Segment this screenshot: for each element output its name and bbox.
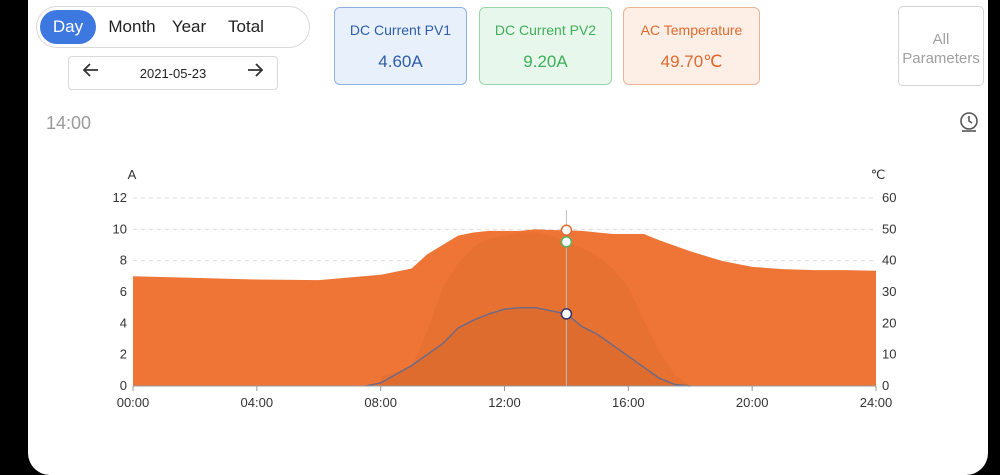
tab-day[interactable]: Day xyxy=(40,10,96,44)
arrow-right-icon[interactable] xyxy=(241,60,269,86)
date-navigator: 2021-05-23 xyxy=(68,56,278,90)
pv1-area xyxy=(365,307,691,386)
card-value: 4.60A xyxy=(378,52,423,71)
y-left-tick-label: 2 xyxy=(120,347,127,362)
y-right-axis-label: ℃ xyxy=(871,167,886,182)
chart[interactable]: 0 2 4 6 8 10 12 0 10 20 30 40 50 60 A ℃ 00:00 04:00 08:00 1… xyxy=(28,160,988,420)
card-dc-current-pv1[interactable]: DC Current PV1 4.60A xyxy=(334,7,467,85)
y-right-tick-label: 30 xyxy=(882,284,896,299)
card-label: AC Temperature xyxy=(640,22,743,38)
y-left-tick-label: 6 xyxy=(120,284,127,299)
card-dc-current-pv2[interactable]: DC Current PV2 9.20A xyxy=(479,7,612,85)
y-left-tick-label: 12 xyxy=(113,190,127,205)
period-selector: Day Month Year Total xyxy=(36,6,310,48)
card-value: 9.20A xyxy=(523,52,568,71)
card-label: DC Current PV2 xyxy=(494,22,597,38)
x-tick-label: 00:00 xyxy=(117,395,150,410)
current-date[interactable]: 2021-05-23 xyxy=(139,66,207,81)
y-right-tick-label: 40 xyxy=(882,253,896,268)
all-parameters-label-line2: Parameters xyxy=(902,50,980,67)
y-left-tick-label: 10 xyxy=(113,221,127,236)
cursor-point-pv2 xyxy=(560,236,573,248)
y-left-tick-label: 4 xyxy=(120,315,127,330)
card-value: 49.70℃ xyxy=(660,52,723,71)
card-ac-temperature[interactable]: AC Temperature 49.70℃ xyxy=(623,7,760,85)
history-icon[interactable] xyxy=(957,110,981,134)
x-tick-label: 24:00 xyxy=(860,395,893,410)
cursor-point-pv1 xyxy=(560,308,573,320)
tab-year[interactable]: Year xyxy=(171,17,207,36)
arrow-left-icon[interactable] xyxy=(77,60,105,86)
pv2-overlay-area xyxy=(380,232,691,386)
y-left-tick-label: 0 xyxy=(120,378,127,393)
y-left-axis-label: A xyxy=(128,167,137,182)
pv1-line xyxy=(365,306,691,387)
y-right-tick-label: 20 xyxy=(882,315,896,330)
x-tick-label: 08:00 xyxy=(364,395,397,410)
all-parameters-label-line1: All xyxy=(932,31,950,48)
y-left-tick-label: 8 xyxy=(120,253,127,268)
all-parameters-button[interactable]: All Parameters xyxy=(898,6,984,86)
x-tick-label: 16:00 xyxy=(612,395,645,410)
x-tick-label: 20:00 xyxy=(736,395,769,410)
tab-total[interactable]: Total xyxy=(228,17,264,36)
tab-month[interactable]: Month xyxy=(108,17,156,36)
y-right-tick-label: 50 xyxy=(882,221,896,236)
y-right-tick-label: 0 xyxy=(882,378,889,393)
y-right-tick-label: 60 xyxy=(882,190,896,205)
card-label: DC Current PV1 xyxy=(349,22,452,38)
x-tick-label: 12:00 xyxy=(488,395,521,410)
x-tick-label: 04:00 xyxy=(241,395,274,410)
selected-time: 14:00 xyxy=(46,113,92,133)
app-screen: Day Month Year Total 2021-05-23 DC Curre… xyxy=(28,0,988,475)
cursor-point-temperature xyxy=(560,224,573,237)
y-right-tick-label: 10 xyxy=(882,347,896,362)
